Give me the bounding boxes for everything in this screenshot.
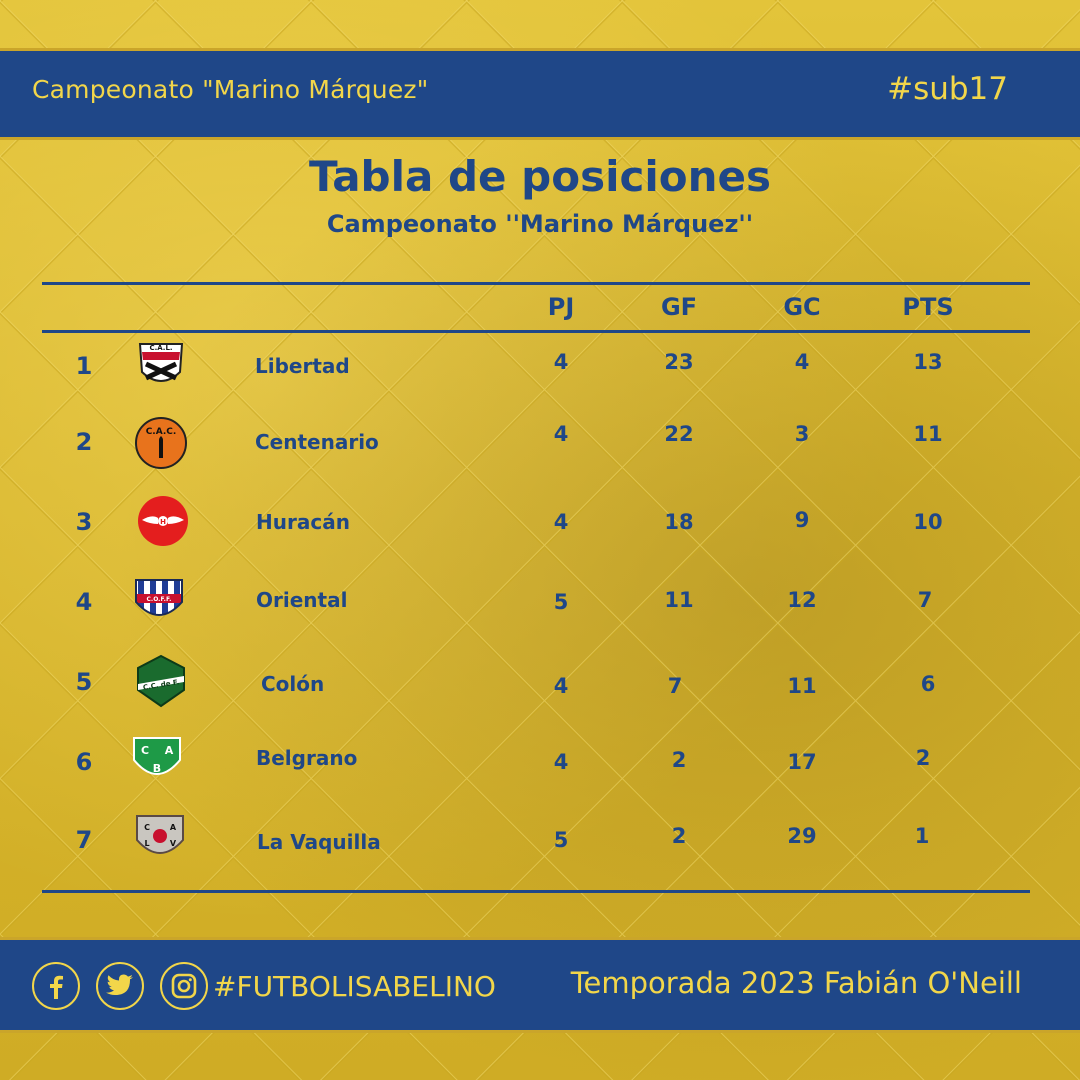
column-header-pts: PTS: [902, 293, 954, 321]
footer-hashtag: #FUTBOLISABELINO: [213, 970, 496, 1003]
cell-pts: 13: [913, 350, 943, 374]
cell-gf: 23: [664, 350, 694, 374]
svg-text:L: L: [144, 839, 149, 848]
footer-band: #FUTBOLISABELINO Temporada 2023 Fabián O…: [0, 937, 1080, 1033]
cell-gc: 11: [787, 674, 817, 698]
cell-pts: 6: [920, 672, 936, 696]
lavaquilla-crest-icon: C A L V: [136, 815, 184, 854]
column-header-gf: GF: [660, 293, 698, 321]
belgrano-crest-icon: C A B: [133, 737, 181, 775]
cell-gf: 7: [667, 674, 683, 698]
cell-pj: 4: [553, 350, 569, 374]
svg-text:A: A: [170, 823, 177, 832]
cell-gf: 22: [664, 422, 694, 446]
table-top-rule: [42, 282, 1030, 285]
table-row: 4 C.O.F.F. Oriental 5 11 12 7: [0, 574, 1080, 634]
cell-pj: 4: [553, 510, 569, 534]
cell-pj: 4: [553, 674, 569, 698]
page-subtitle: Campeonato ''Marino Márquez'': [326, 210, 754, 238]
header-tag: #sub17: [887, 71, 1008, 107]
svg-text:A: A: [165, 744, 174, 757]
table-row: 5 C.C. de F. Colón 4 7 11 6: [0, 654, 1080, 714]
facebook-icon[interactable]: [32, 962, 80, 1010]
position-number: 6: [75, 748, 93, 776]
table-row: 3 H Huracán 4 18 9 10: [0, 494, 1080, 554]
team-name: Huracán: [256, 510, 350, 534]
cell-gf: 18: [664, 510, 694, 534]
team-name: Centenario: [255, 430, 379, 454]
table-row: 6 C A B Belgrano 4 2 17 2: [0, 734, 1080, 794]
svg-text:C: C: [141, 744, 149, 757]
cell-gc: 3: [794, 422, 810, 446]
centenario-crest-icon: C.A.C.: [135, 417, 187, 469]
instagram-icon[interactable]: [160, 962, 208, 1010]
cell-pj: 4: [553, 750, 569, 774]
cell-gc: 17: [787, 750, 817, 774]
position-number: 3: [75, 508, 93, 536]
position-number: 5: [75, 668, 93, 696]
huracan-crest-icon: H: [138, 496, 188, 546]
team-name: Libertad: [255, 354, 350, 378]
cell-gc: 4: [794, 350, 810, 374]
svg-text:C: C: [144, 823, 150, 832]
svg-text:C.A.C.: C.A.C.: [146, 427, 177, 437]
cell-gc: 29: [787, 824, 817, 848]
svg-text:C.A.L.: C.A.L.: [149, 344, 172, 352]
table-row: 2 C.A.C. Centenario 4 22 3 11: [0, 416, 1080, 476]
cell-gc: 9: [794, 508, 810, 532]
column-header-pj: PJ: [547, 293, 575, 321]
column-header-gc: GC: [783, 293, 821, 321]
page-title: Tabla de posiciones: [308, 152, 772, 201]
cell-pts: 10: [913, 510, 943, 534]
position-number: 4: [75, 588, 93, 616]
cell-gf: 2: [671, 748, 687, 772]
svg-text:C.O.F.F.: C.O.F.F.: [147, 596, 172, 603]
position-number: 7: [75, 826, 93, 854]
cell-pj: 5: [553, 828, 569, 852]
team-name: Colón: [261, 672, 325, 696]
table-header-rule: [42, 330, 1030, 333]
cell-pts: 1: [914, 824, 930, 848]
team-name: Oriental: [256, 588, 348, 612]
team-name: La Vaquilla: [257, 830, 381, 854]
cell-pts: 7: [917, 588, 933, 612]
cell-pj: 4: [553, 422, 569, 446]
header-title: Campeonato "Marino Márquez": [32, 75, 429, 104]
table-row: 1 C.A.L. Libertad 4 23 4 13: [0, 338, 1080, 398]
cell-pj: 5: [553, 590, 569, 614]
header-band: Campeonato "Marino Márquez" #sub17: [0, 48, 1080, 140]
libertad-crest-icon: C.A.L.: [138, 343, 184, 382]
table-bottom-rule: [42, 890, 1030, 893]
cell-gf: 11: [664, 588, 694, 612]
position-number: 1: [75, 352, 93, 380]
svg-text:H: H: [160, 518, 166, 526]
cell-gf: 2: [671, 824, 687, 848]
position-number: 2: [75, 428, 93, 456]
svg-text:V: V: [170, 839, 177, 848]
table-row: 7 C A L V La Vaquilla 5 2 29 1: [0, 812, 1080, 872]
oriental-crest-icon: C.O.F.F.: [135, 579, 183, 616]
footer-season: Temporada 2023 Fabián O'Neill: [570, 966, 1022, 1000]
cell-gc: 12: [787, 588, 817, 612]
cell-pts: 11: [913, 422, 943, 446]
colon-crest-icon: C.C. de F.: [137, 654, 185, 708]
cell-pts: 2: [915, 746, 931, 770]
twitter-icon[interactable]: [96, 962, 144, 1010]
team-name: Belgrano: [256, 746, 358, 770]
svg-text:B: B: [153, 762, 161, 775]
